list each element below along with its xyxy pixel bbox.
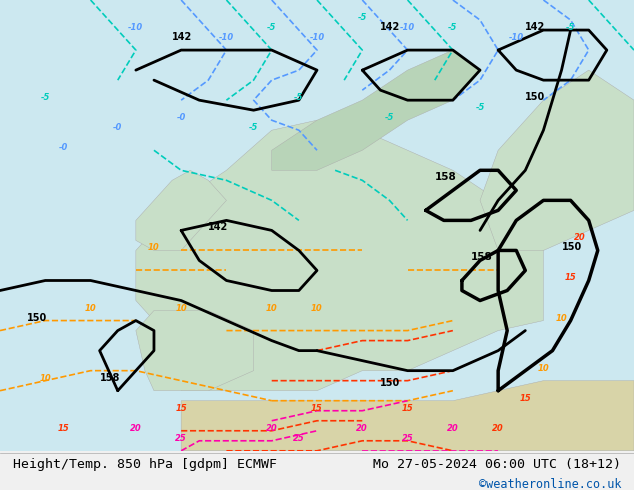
Polygon shape bbox=[181, 381, 634, 451]
Text: 20: 20 bbox=[130, 424, 142, 433]
Text: 15: 15 bbox=[311, 404, 323, 413]
Text: -5: -5 bbox=[294, 93, 304, 102]
Text: -5: -5 bbox=[476, 103, 485, 112]
Text: 25: 25 bbox=[175, 434, 187, 443]
Text: 25: 25 bbox=[402, 434, 413, 443]
Text: Mo 27-05-2024 06:00 UTC (18+12): Mo 27-05-2024 06:00 UTC (18+12) bbox=[373, 458, 621, 471]
Polygon shape bbox=[136, 120, 543, 391]
Text: -0: -0 bbox=[59, 143, 68, 152]
Text: 10: 10 bbox=[175, 303, 187, 313]
Text: -10: -10 bbox=[508, 33, 524, 42]
Text: 15: 15 bbox=[58, 424, 69, 433]
Text: -10: -10 bbox=[400, 23, 415, 32]
Text: 142: 142 bbox=[380, 22, 401, 32]
Text: 20: 20 bbox=[447, 424, 459, 433]
Text: 142: 142 bbox=[172, 32, 192, 42]
Text: 142: 142 bbox=[526, 22, 546, 32]
Text: -10: -10 bbox=[219, 33, 234, 42]
Text: -10: -10 bbox=[309, 33, 325, 42]
Polygon shape bbox=[136, 171, 226, 250]
Text: -5: -5 bbox=[41, 93, 50, 102]
Text: 20: 20 bbox=[574, 233, 586, 243]
Text: 15: 15 bbox=[519, 393, 531, 403]
Text: 10: 10 bbox=[311, 303, 323, 313]
Text: ©weatheronline.co.uk: ©weatheronline.co.uk bbox=[479, 478, 621, 490]
Text: 150: 150 bbox=[526, 92, 546, 102]
Text: -0: -0 bbox=[176, 113, 186, 122]
Polygon shape bbox=[272, 50, 480, 171]
Text: 20: 20 bbox=[492, 424, 504, 433]
Text: 142: 142 bbox=[209, 222, 229, 232]
Text: -5: -5 bbox=[448, 23, 458, 32]
Text: 10: 10 bbox=[266, 303, 278, 313]
Text: 10: 10 bbox=[148, 244, 160, 252]
Text: -10: -10 bbox=[128, 23, 143, 32]
Text: 20: 20 bbox=[266, 424, 278, 433]
Text: 150: 150 bbox=[380, 378, 401, 388]
Text: 158: 158 bbox=[471, 252, 493, 263]
Text: 158: 158 bbox=[435, 172, 456, 182]
Text: 25: 25 bbox=[293, 434, 305, 443]
Polygon shape bbox=[480, 70, 634, 250]
Text: 15: 15 bbox=[565, 273, 576, 283]
Text: -5: -5 bbox=[249, 123, 258, 132]
Text: -5: -5 bbox=[566, 23, 575, 32]
Text: 15: 15 bbox=[402, 404, 413, 413]
Text: -5: -5 bbox=[267, 23, 276, 32]
Text: -0: -0 bbox=[113, 123, 122, 132]
Text: 15: 15 bbox=[175, 404, 187, 413]
Text: 150: 150 bbox=[562, 243, 582, 252]
Polygon shape bbox=[136, 311, 254, 391]
Text: -5: -5 bbox=[358, 13, 367, 22]
Text: -5: -5 bbox=[385, 113, 394, 122]
Text: 20: 20 bbox=[356, 424, 368, 433]
Text: 158: 158 bbox=[100, 373, 120, 383]
Text: 10: 10 bbox=[39, 374, 51, 383]
Text: 10: 10 bbox=[555, 314, 567, 322]
Text: 10: 10 bbox=[538, 364, 549, 373]
Text: Height/Temp. 850 hPa [gdpm] ECMWF: Height/Temp. 850 hPa [gdpm] ECMWF bbox=[13, 458, 276, 471]
Text: 150: 150 bbox=[27, 313, 48, 322]
Text: 10: 10 bbox=[85, 303, 96, 313]
